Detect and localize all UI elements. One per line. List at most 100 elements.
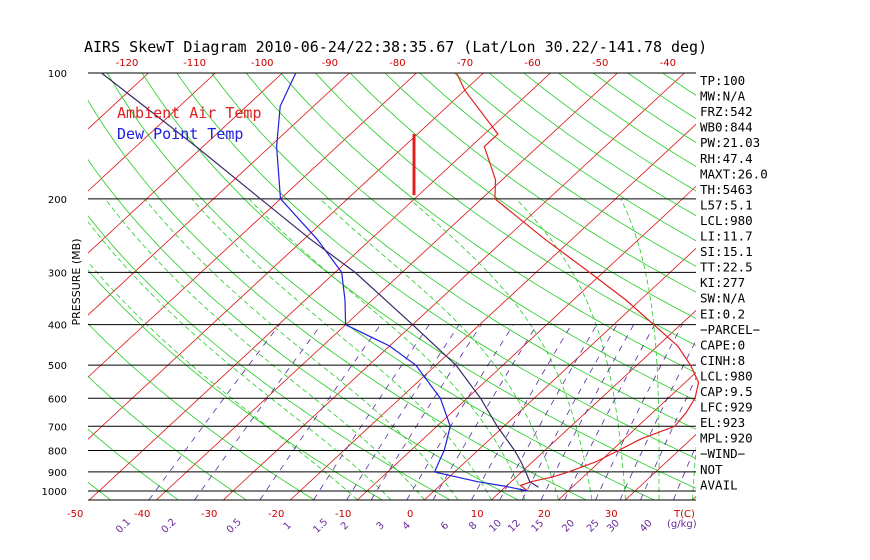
stat-line: −PARCEL− [700, 322, 760, 337]
mixing-ratio-line [313, 324, 430, 500]
dry-adiabat-line [280, 73, 696, 374]
moist-adiabat-line [88, 261, 358, 500]
moist-adiabat-line [515, 198, 626, 500]
top-temp-label: -60 [524, 58, 540, 69]
series-ambient-air-temp [456, 72, 700, 492]
mixing-ratio-line [148, 324, 280, 500]
mixing-ratio-label: 12 [506, 518, 523, 535]
stat-line: WB0:844 [700, 120, 753, 135]
top-temp-label: -80 [389, 58, 405, 69]
mixing-ratio-line [619, 339, 696, 500]
mixing-ratio-line [540, 324, 635, 500]
isotherm-line [424, 247, 696, 500]
top-temp-label: -110 [183, 58, 206, 69]
mixing-ratio-line [521, 324, 618, 500]
isotherm-line [223, 73, 685, 500]
mixing-ratio-label: 15 [529, 518, 546, 535]
isotherm-line [491, 309, 696, 500]
dry-adiabat-line [737, 54, 870, 500]
bottom-temp-label: 0 [407, 509, 413, 520]
chart-title: AIRS SkewT Diagram 2010-06-24/22:38:35.6… [84, 38, 707, 56]
moist-adiabat-line [409, 198, 593, 500]
moist-adiabat-line [248, 198, 526, 500]
bottom-temp-label: 10 [471, 509, 484, 520]
isotherm-line [156, 73, 618, 500]
isotherm-line [88, 73, 216, 192]
mixing-ratio-line [499, 324, 598, 500]
isotherm-line [759, 73, 870, 500]
mixing-ratio-label: 2 [339, 520, 351, 532]
y-tick-label: 400 [48, 321, 67, 332]
mixing-ratio-label: 40 [638, 518, 655, 535]
moist-adiabat-line [144, 198, 459, 500]
dry-adiabat-line [384, 73, 696, 293]
y-axis-label: PRESSURE (MB) [70, 239, 83, 326]
mixing-ratio-line [194, 324, 322, 500]
dry-adiabat-line [661, 73, 696, 96]
stat-line: EI:0.2 [700, 306, 745, 321]
mixing-ratio-label: 0.1 [114, 517, 133, 536]
series-dew-point-temp [275, 72, 528, 492]
mixing-ratio-line [432, 324, 538, 500]
stat-line: CINH:8 [700, 353, 745, 368]
stat-line: CAP:9.5 [700, 384, 753, 399]
series-parcel [101, 72, 539, 488]
stat-line: L57:5.1 [700, 197, 753, 212]
legend-entry: Dew Point Temp [117, 125, 243, 143]
stat-line: LI:11.7 [700, 229, 753, 244]
moist-adiabat-line [319, 198, 559, 500]
dry-adiabat-line [106, 73, 655, 500]
top-temp-label: -50 [592, 58, 608, 69]
bottom-temp-label: 20 [538, 509, 551, 520]
mixing-ratio-label: 0.2 [160, 517, 179, 536]
legend-entry: Ambient Air Temp [117, 104, 262, 122]
top-temp-label: -70 [457, 58, 473, 69]
moist-adiabat-line [620, 198, 660, 500]
y-tick-label: 800 [48, 447, 67, 458]
stat-line: MPL:920 [700, 431, 753, 446]
stat-line: SW:N/A [700, 291, 746, 306]
dry-adiabat-line [0, 54, 43, 500]
y-tick-label: 200 [48, 195, 67, 206]
moist-adiabat-line [88, 221, 392, 500]
moist-adiabat-line [104, 198, 425, 500]
dry-adiabat-line [419, 73, 696, 267]
mixing-ratio-label: 3 [375, 520, 387, 532]
mixing-ratio-line [346, 324, 460, 500]
stat-line: MW:N/A [700, 89, 746, 104]
dry-adiabat-line [838, 54, 870, 500]
mixing-ratio-label: 4 [401, 520, 413, 532]
stat-line: LFC:929 [700, 400, 753, 415]
stat-line: RH:47.4 [700, 151, 753, 166]
legend: Ambient Air Temp Dew Point Temp [117, 104, 262, 143]
mixing-ratio-line [370, 324, 482, 500]
dry-adiabat-line [88, 159, 519, 500]
isotherm-line [826, 73, 870, 500]
dry-adiabat-line [349, 73, 696, 320]
stat-line: TH:5463 [700, 182, 753, 197]
dry-adiabat-line [176, 73, 696, 459]
isotherm-line [88, 73, 350, 316]
dry-adiabat-line [141, 73, 696, 489]
dry-adiabat-line [88, 99, 587, 500]
dry-adiabat-line [88, 428, 179, 500]
y-tick-label: 100 [48, 69, 67, 80]
stat-line: SI:15.1 [700, 244, 753, 259]
bottom-temp-label: -50 [67, 509, 83, 520]
mixing-ratio-label: 10 [487, 518, 504, 535]
y-tick-label: 600 [48, 394, 67, 405]
stat-line: LCL:980 [700, 213, 753, 228]
isotherm-line [290, 123, 696, 500]
isotherm-line [0, 73, 14, 500]
isotherm-line [89, 73, 551, 500]
isotherm-line [88, 73, 283, 254]
stat-line: NOT [700, 462, 723, 477]
mixing-ratio-unit: (g/kg) [667, 519, 697, 530]
stat-line: PW:21.03 [700, 135, 760, 150]
dry-adiabat-line [315, 73, 696, 346]
bottom-temp-label: 30 [605, 509, 618, 520]
mixing-ratio-label: 6 [439, 520, 451, 532]
top-temp-label: -40 [660, 58, 676, 69]
